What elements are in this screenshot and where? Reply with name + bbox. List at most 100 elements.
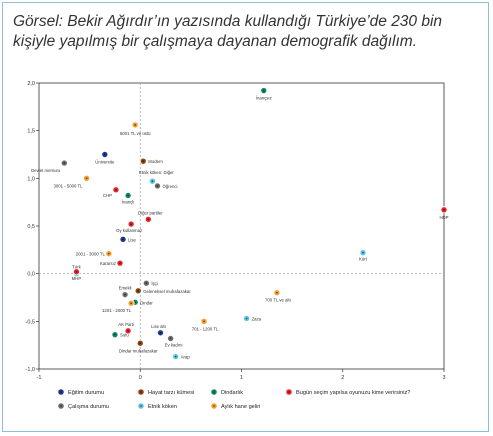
point-label: İnançsız bbox=[256, 96, 272, 101]
point-label: Kürt bbox=[359, 257, 368, 262]
x-tick-label: -1 bbox=[37, 375, 42, 381]
legend-label: Aylık hane geliri bbox=[221, 404, 260, 410]
data-point: Öğrenci bbox=[153, 182, 178, 190]
legend: Eğitim durumu Çalışma durumu Hayat tarzı k… bbox=[57, 388, 410, 410]
figure-caption: Görsel: Bekir Ağırdır’ın yazısında kulla… bbox=[13, 13, 443, 50]
point-marker-center bbox=[203, 320, 205, 323]
point-label: Modern bbox=[148, 159, 163, 164]
point-label: Dindar bbox=[140, 300, 153, 305]
data-point: AK Parti bbox=[118, 322, 134, 335]
legend-label: Dindarlık bbox=[221, 390, 243, 396]
point-label: Üniversite bbox=[95, 160, 115, 165]
legend-label: Çalışma durumu bbox=[68, 404, 109, 410]
axis-ticks: -1 0 1 2 3 -1,0 -0,5 0,0 0,5 1,0 1,5 2,0 bbox=[26, 81, 446, 381]
point-label: Ev kadını bbox=[165, 342, 183, 347]
x-tick-label: 0 bbox=[139, 375, 142, 381]
point-label: Kararsız bbox=[100, 261, 116, 266]
legend-item: Dindarlık bbox=[210, 388, 243, 396]
point-marker-center bbox=[107, 252, 110, 255]
point-label: İnançlı bbox=[122, 199, 135, 204]
point-marker-center bbox=[262, 89, 265, 92]
plot-area bbox=[38, 82, 445, 370]
point-label: 1201 - 2000 TL bbox=[102, 308, 132, 313]
point-label: 5001 TL ve üstü bbox=[120, 131, 151, 136]
point-marker-center bbox=[114, 333, 116, 336]
x-tick-label: 1 bbox=[240, 375, 243, 381]
point-label: AK Parti bbox=[118, 322, 134, 327]
data-point: 1201 - 2000 TL bbox=[102, 299, 135, 313]
point-label: Geleneksel muhafazakar bbox=[143, 289, 191, 294]
data-point: 5001 TL ve üstü bbox=[120, 121, 151, 136]
point-label: Öğrenci bbox=[162, 184, 177, 189]
data-point: Ev kadını bbox=[165, 334, 183, 347]
y-tick-label: 2,0 bbox=[27, 81, 35, 87]
figure-frame: Görsel: Bekir Ağırdır’ın yazısında kulla… bbox=[2, 2, 489, 432]
point-marker-center bbox=[130, 223, 133, 225]
data-point: Sofu bbox=[111, 331, 129, 339]
point-marker-center bbox=[130, 302, 133, 305]
legend-swatch-center bbox=[140, 391, 142, 393]
point-marker-center bbox=[145, 282, 148, 285]
point-marker-center bbox=[137, 289, 140, 292]
legend-item: Aylık hane geliri bbox=[210, 402, 260, 410]
data-point: Devlet memuru bbox=[31, 159, 68, 173]
point-marker-center bbox=[245, 317, 248, 320]
point-label: Devlet memuru bbox=[31, 168, 61, 173]
data-point: İnançsız bbox=[256, 87, 272, 101]
legend-item: Çalışma durumu bbox=[57, 402, 109, 410]
data-point: Zaza bbox=[243, 314, 262, 322]
point-marker-center bbox=[75, 270, 78, 273]
point-marker-center bbox=[122, 238, 124, 241]
point-label: Diğer partiler bbox=[138, 210, 163, 215]
data-point: Kürt bbox=[359, 249, 368, 262]
data-point: İnançlı bbox=[122, 191, 135, 204]
point-marker-center bbox=[276, 291, 278, 294]
point-label: Lise altı bbox=[151, 324, 166, 329]
point-label: Zaza bbox=[252, 316, 262, 321]
legend-swatch-center bbox=[288, 391, 290, 393]
data-point: İşçi bbox=[142, 279, 158, 287]
data-point: Kararsız bbox=[100, 259, 124, 267]
point-label: 700 TL ve altı bbox=[265, 298, 291, 303]
data-point: 3001 - 5000 TL bbox=[54, 174, 91, 188]
point-marker-center bbox=[124, 293, 126, 296]
data-point: Emekli bbox=[119, 286, 132, 299]
data-points: Üniversite Lise Lise altı Devlet memuru Öğre… bbox=[31, 87, 449, 361]
point-marker-center bbox=[174, 355, 177, 358]
point-label: İşçi bbox=[151, 281, 157, 286]
point-marker-center bbox=[159, 331, 162, 334]
point-marker-center bbox=[63, 162, 66, 164]
point-marker-center bbox=[103, 153, 106, 156]
data-point: MHP bbox=[72, 268, 81, 281]
point-marker-center bbox=[169, 337, 172, 340]
data-point: Dindar bbox=[131, 298, 153, 306]
point-marker-center bbox=[362, 251, 364, 254]
point-marker-center bbox=[151, 180, 154, 183]
legend-item: Eğitim durumu bbox=[57, 388, 104, 396]
point-marker-center bbox=[127, 329, 129, 332]
point-marker-center bbox=[85, 177, 88, 180]
point-marker-center bbox=[147, 218, 150, 221]
legend-label: Bugün seçim yapılsa oyunuzu kime verirsi… bbox=[296, 390, 410, 396]
data-point: Dindar muhafazakar bbox=[119, 339, 158, 353]
legend-swatch-center bbox=[213, 405, 215, 407]
data-point: Arap bbox=[172, 353, 191, 361]
scatter-chart: -1 0 1 2 3 -1,0 -0,5 0,0 0,5 1,0 1,5 2,0 Üniversite… bbox=[26, 81, 449, 410]
point-marker-center bbox=[134, 301, 137, 304]
data-point: Geleneksel muhafazakar bbox=[134, 287, 191, 295]
data-point: Üniversite bbox=[95, 151, 115, 165]
data-point: 701 - 1200 TL bbox=[192, 317, 219, 331]
legend-swatch-center bbox=[213, 391, 215, 393]
point-label: Arap bbox=[181, 355, 191, 360]
data-point: 700 TL ve altı bbox=[265, 289, 291, 303]
y-tick-label: -1,0 bbox=[26, 367, 35, 373]
legend-item: Hayat tarzı kümesi bbox=[137, 388, 194, 396]
point-marker-center bbox=[156, 185, 159, 187]
point-label: 3001 - 5000 TL bbox=[54, 183, 84, 188]
point-marker-center bbox=[115, 188, 117, 191]
y-tick-label: 0,5 bbox=[27, 224, 35, 230]
point-marker-center bbox=[139, 342, 142, 345]
legend-swatch-center bbox=[60, 405, 62, 407]
legend-label: Eğitim durumu bbox=[68, 390, 104, 396]
point-label: Oy kullanmaz bbox=[116, 228, 142, 233]
